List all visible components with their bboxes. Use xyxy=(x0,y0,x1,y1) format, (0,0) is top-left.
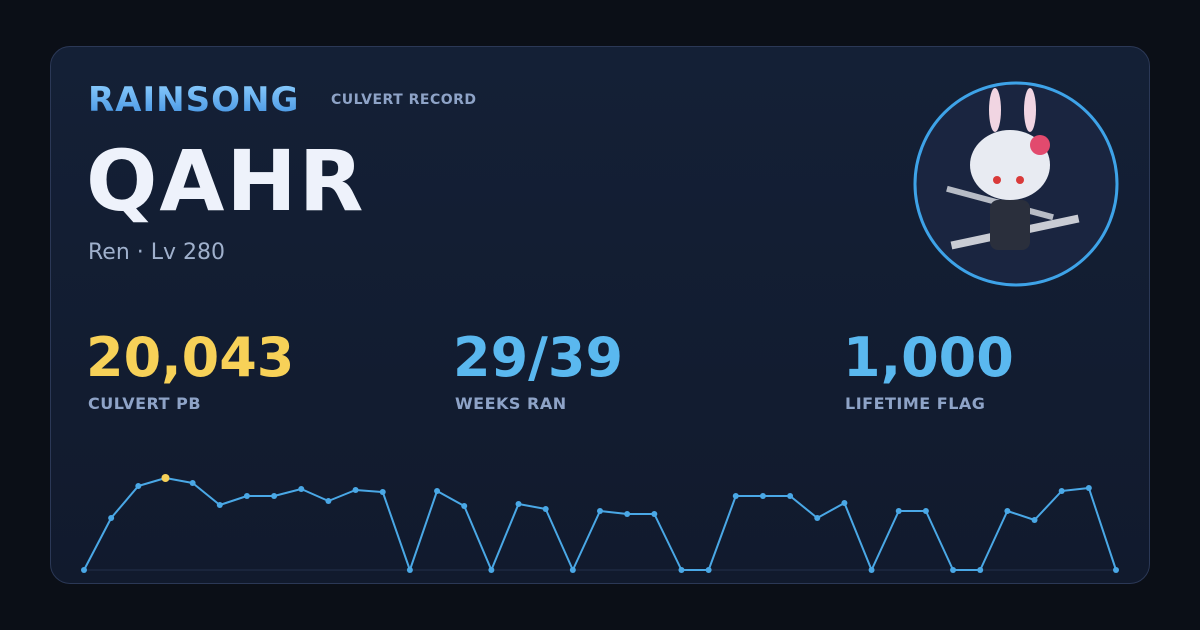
stat-label: WEEKS RAN xyxy=(455,394,567,413)
point xyxy=(271,492,278,499)
point xyxy=(216,501,223,508)
point xyxy=(1113,567,1119,573)
point xyxy=(1004,507,1011,514)
point xyxy=(461,502,468,509)
point xyxy=(406,567,413,573)
point xyxy=(135,483,142,490)
point xyxy=(705,567,712,573)
player-name: QAHR xyxy=(86,132,366,230)
point xyxy=(814,514,821,521)
player-info: Ren · Lv 280 xyxy=(88,240,226,265)
point xyxy=(977,567,984,573)
stat-value: 29/39 xyxy=(453,326,624,389)
point xyxy=(542,505,549,512)
point xyxy=(488,567,495,573)
brand: RAINSONG xyxy=(88,80,300,120)
subtitle: CULVERT RECORD xyxy=(331,92,477,108)
point xyxy=(922,507,929,514)
point xyxy=(1031,516,1038,523)
point xyxy=(895,507,902,514)
point xyxy=(298,485,305,492)
point xyxy=(841,499,848,506)
point xyxy=(189,479,196,486)
point xyxy=(787,492,794,499)
point xyxy=(950,567,957,573)
point xyxy=(325,498,332,505)
avatar xyxy=(913,81,1119,287)
point xyxy=(569,567,576,573)
point xyxy=(81,567,87,573)
point xyxy=(243,492,250,499)
point xyxy=(379,488,386,495)
point xyxy=(759,492,766,499)
point xyxy=(515,500,522,507)
point xyxy=(352,486,359,493)
point xyxy=(651,511,658,518)
point xyxy=(732,492,739,499)
point xyxy=(434,487,441,494)
peak-point xyxy=(161,474,170,482)
point xyxy=(1058,487,1065,494)
point xyxy=(868,567,875,573)
point xyxy=(678,567,685,573)
stat-label: LIFETIME FLAG xyxy=(845,394,986,413)
stat-label: CULVERT PB xyxy=(88,394,202,413)
point xyxy=(597,507,603,514)
stat-value: 20,043 xyxy=(86,326,295,389)
stat-value: 1,000 xyxy=(843,326,1014,389)
point xyxy=(624,511,631,518)
point xyxy=(1085,484,1092,491)
sparkline xyxy=(83,477,1117,571)
point xyxy=(108,514,115,521)
